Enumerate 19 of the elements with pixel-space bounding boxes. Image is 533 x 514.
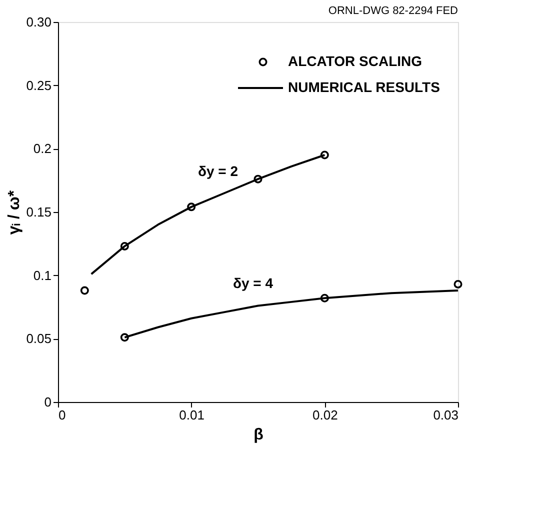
y-tick-label: 0.30 [26, 14, 52, 30]
y-tick-label: 0.15 [26, 204, 52, 220]
y-tick-label: 0.2 [33, 141, 52, 156]
line-series [90, 154, 326, 276]
x-tick-label: 0.01 [179, 408, 204, 422]
y-tick-label: 0.1 [33, 268, 52, 283]
x-tick-label: 0.03 [433, 408, 458, 422]
x-tick-label: 0.02 [312, 408, 338, 422]
legend-label: ALCATOR SCALING [288, 53, 422, 69]
y-tick-label: 0.25 [26, 78, 52, 93]
legend-label: NUMERICAL RESULTS [288, 79, 440, 95]
y-tick-label: 0 [44, 394, 52, 410]
annotation: δy = 4 [232, 275, 274, 291]
annotation: δy = 2 [198, 163, 238, 179]
y-tick-label: 0.05 [26, 331, 52, 346]
text: ORNL-DWG 82-2294 FED [328, 5, 458, 17]
x-tick-label: 0 [58, 408, 66, 422]
x-axis-title: β [254, 426, 264, 444]
y-axis-title: γᵢ / ω* [6, 190, 24, 235]
